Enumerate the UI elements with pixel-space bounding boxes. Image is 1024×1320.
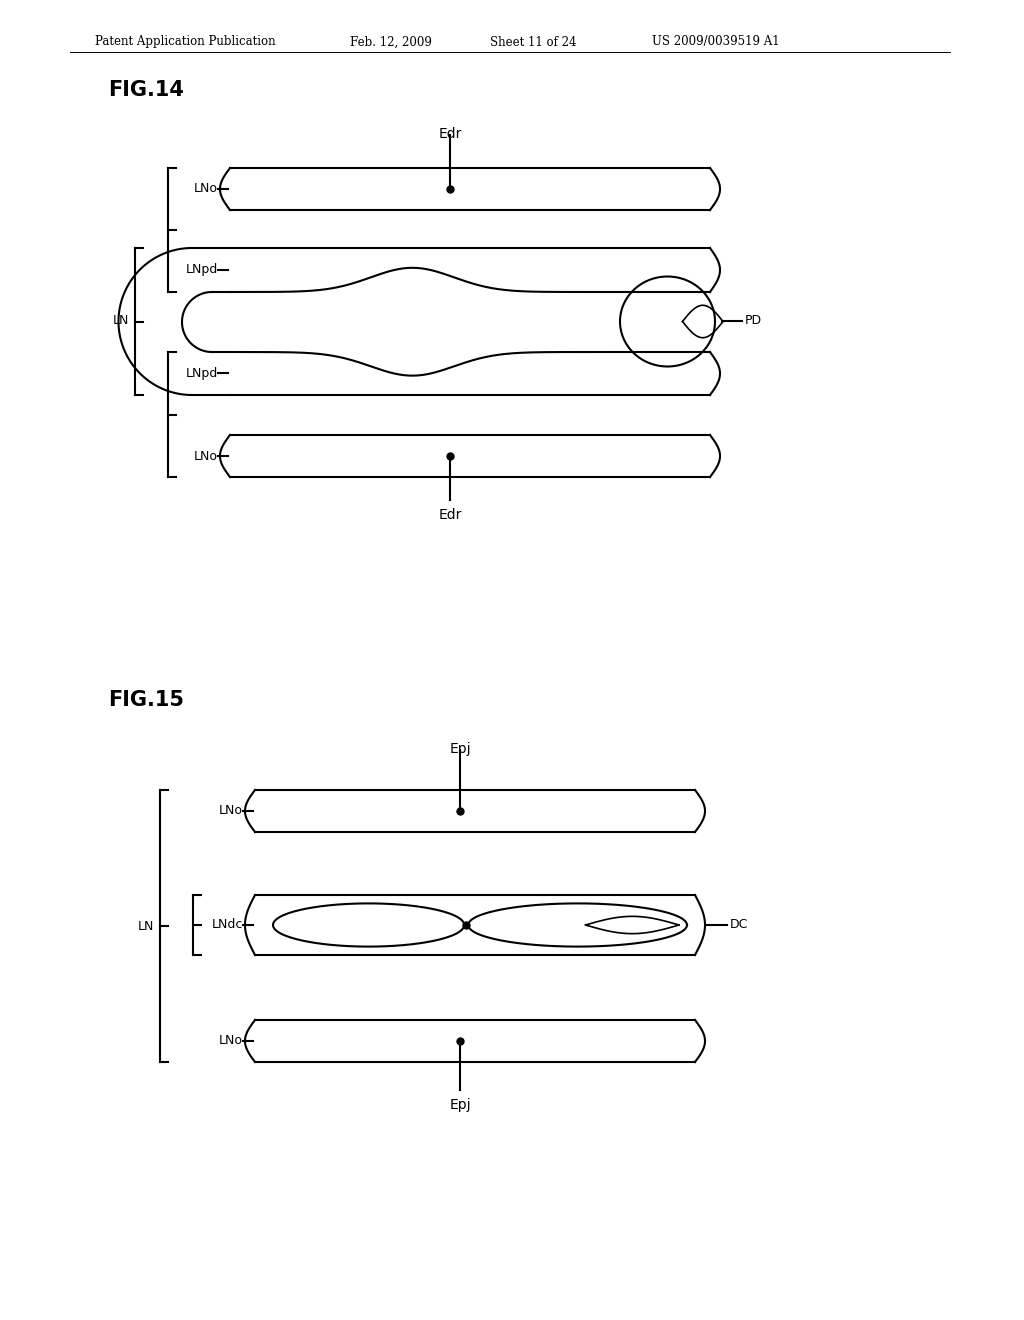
Text: Patent Application Publication: Patent Application Publication bbox=[95, 36, 275, 49]
Text: LNpd: LNpd bbox=[185, 367, 218, 380]
Text: Feb. 12, 2009: Feb. 12, 2009 bbox=[350, 36, 432, 49]
Text: Sheet 11 of 24: Sheet 11 of 24 bbox=[490, 36, 577, 49]
Text: PD: PD bbox=[745, 314, 762, 327]
Text: LNo: LNo bbox=[219, 804, 243, 817]
Text: FIG.14: FIG.14 bbox=[108, 81, 184, 100]
Text: LN: LN bbox=[113, 314, 129, 327]
Text: FIG.15: FIG.15 bbox=[108, 690, 184, 710]
Text: LNpd: LNpd bbox=[185, 264, 218, 276]
Text: Epj: Epj bbox=[450, 1098, 471, 1111]
Text: Edr: Edr bbox=[438, 508, 462, 521]
Text: LNo: LNo bbox=[194, 182, 218, 195]
Text: DC: DC bbox=[730, 919, 749, 932]
Text: US 2009/0039519 A1: US 2009/0039519 A1 bbox=[652, 36, 779, 49]
Text: LNo: LNo bbox=[194, 450, 218, 462]
Text: LN: LN bbox=[137, 920, 154, 932]
Text: LNdc: LNdc bbox=[212, 919, 243, 932]
Text: Epj: Epj bbox=[450, 742, 471, 756]
Text: LNo: LNo bbox=[219, 1035, 243, 1048]
Text: Edr: Edr bbox=[438, 127, 462, 141]
